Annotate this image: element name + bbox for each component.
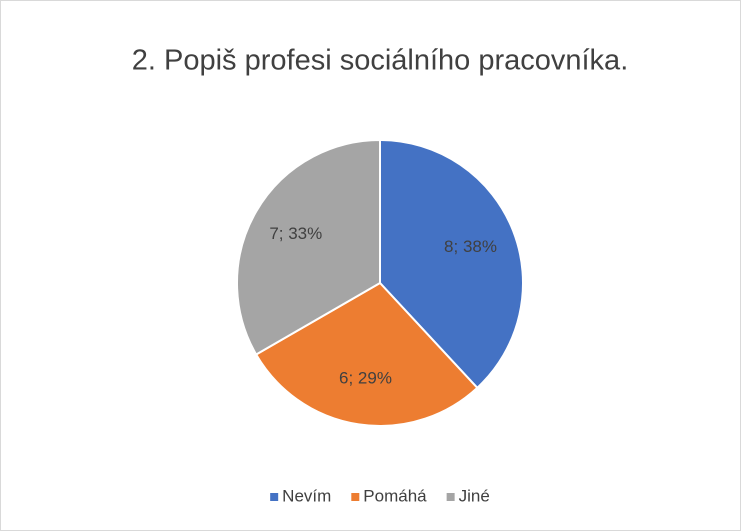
pie-slice: [254, 281, 479, 427]
legend-swatch: [446, 493, 455, 501]
legend-label: Pomáhá: [363, 486, 427, 505]
pie-slice: [379, 138, 524, 390]
data-label: 8; 38%: [444, 237, 497, 256]
legend-label: Nevím: [282, 486, 331, 505]
legend-label: Jiné: [459, 486, 490, 505]
legend-swatch: [270, 493, 279, 501]
legend-swatch: [351, 493, 360, 501]
pie-slice: [236, 138, 381, 356]
data-label: 7; 33%: [269, 224, 322, 243]
data-label: 6; 29%: [339, 369, 392, 388]
chart-title: 2. Popiš profesi sociálního pracovníka.: [132, 45, 629, 77]
